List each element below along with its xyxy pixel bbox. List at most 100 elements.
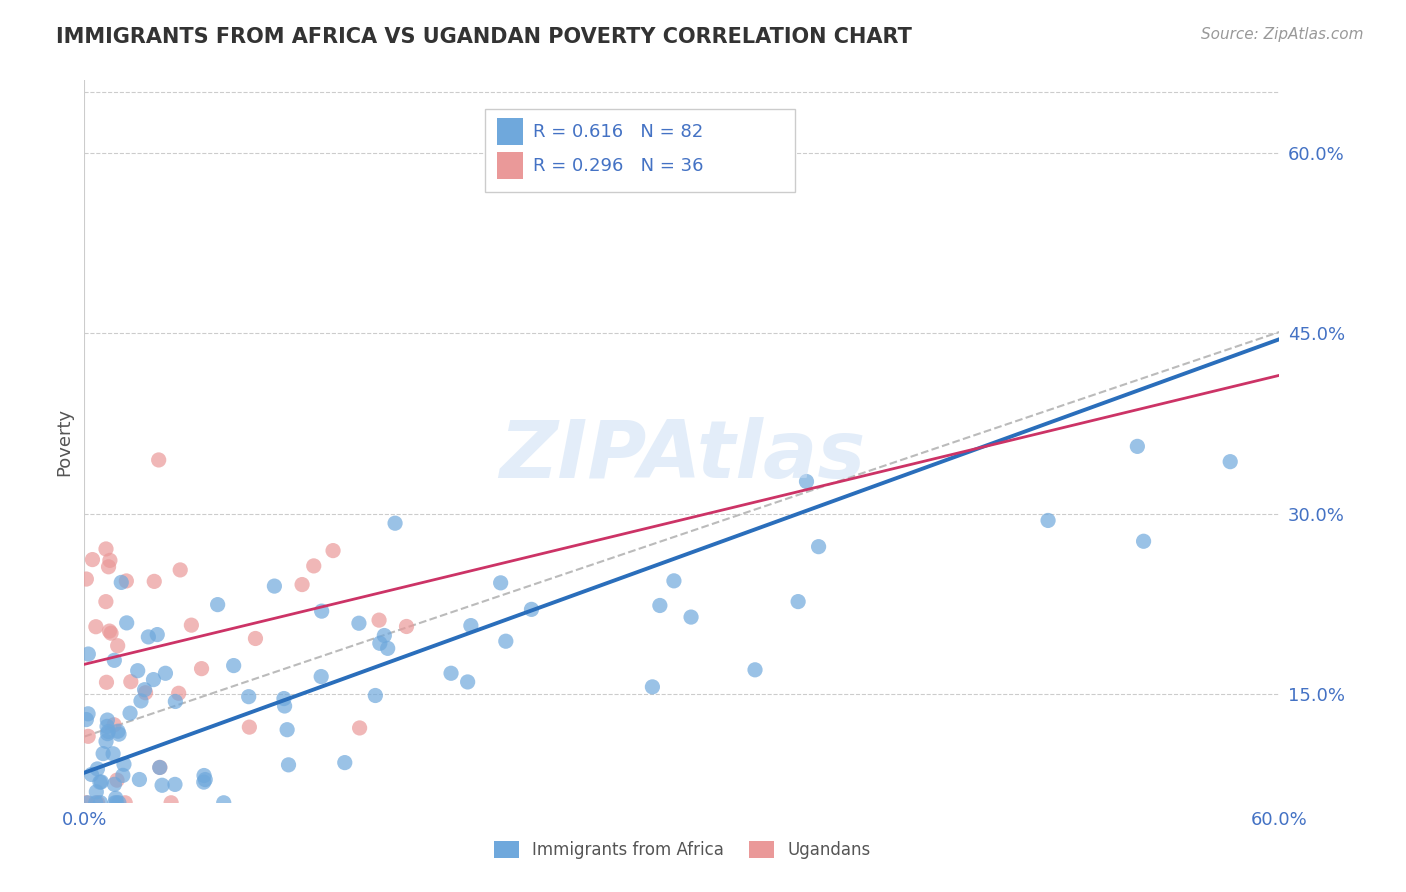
Point (142, 673, 165, 687)
Bar (496, 118, 523, 145)
Text: R = 0.296   N = 36: R = 0.296 N = 36 (533, 156, 703, 175)
Point (681, 610, 703, 624)
FancyBboxPatch shape (485, 109, 796, 193)
Point (167, 686, 190, 700)
Point (134, 686, 156, 700)
Point (96, 726, 118, 740)
Point (160, 796, 183, 810)
Point (77, 647, 100, 661)
Point (302, 558, 325, 573)
Point (193, 775, 215, 789)
Point (138, 630, 160, 644)
Point (128, 772, 150, 787)
Point (495, 634, 517, 648)
Point (245, 632, 267, 646)
Point (457, 675, 479, 690)
Point (84, 796, 107, 810)
Point (120, 674, 142, 689)
Point (148, 453, 170, 467)
Point (84, 620, 107, 634)
Point (368, 636, 391, 650)
Point (94, 734, 117, 748)
Point (94, 541, 117, 556)
Point (107, 724, 129, 739)
Point (86, 796, 108, 810)
Point (377, 641, 399, 656)
Point (97, 559, 120, 574)
Point (77, 729, 100, 743)
Point (460, 618, 482, 632)
Point (263, 579, 285, 593)
Point (114, 796, 136, 810)
Point (194, 772, 217, 787)
Point (744, 663, 766, 677)
Point (489, 575, 512, 590)
Point (787, 594, 810, 608)
Point (129, 694, 152, 708)
Point (322, 543, 344, 558)
Point (100, 626, 122, 640)
Point (96, 675, 118, 690)
Point (104, 791, 127, 805)
Point (641, 680, 664, 694)
Point (207, 598, 229, 612)
Point (222, 658, 245, 673)
Point (648, 599, 671, 613)
Point (1036, 513, 1059, 527)
Point (75, 713, 97, 727)
Point (91, 747, 114, 761)
Point (89, 796, 111, 810)
Point (105, 773, 128, 788)
Point (143, 574, 166, 589)
Point (86, 762, 108, 776)
Point (110, 575, 132, 590)
Point (520, 602, 543, 616)
Point (796, 475, 818, 489)
Point (105, 796, 128, 810)
Point (103, 718, 125, 732)
Point (807, 540, 830, 554)
Point (373, 628, 395, 642)
Point (364, 689, 387, 703)
Text: IMMIGRANTS FROM AFRICA VS UGANDAN POVERTY CORRELATION CHART: IMMIGRANTS FROM AFRICA VS UGANDAN POVERT… (56, 27, 912, 46)
Point (82, 552, 104, 566)
Point (155, 666, 177, 681)
Point (80, 767, 103, 781)
Point (349, 721, 371, 735)
Point (238, 690, 260, 704)
Point (662, 574, 685, 588)
Point (311, 604, 333, 618)
Point (104, 796, 127, 810)
Point (97, 724, 120, 739)
Point (94, 594, 117, 608)
Point (212, 796, 235, 810)
Point (291, 577, 314, 591)
Point (333, 756, 356, 770)
Point (395, 619, 418, 633)
Point (120, 706, 142, 721)
Point (1219, 455, 1241, 469)
Text: Source: ZipAtlas.com: Source: ZipAtlas.com (1201, 27, 1364, 42)
Point (190, 662, 212, 676)
Point (103, 653, 125, 667)
Bar (496, 152, 523, 179)
Point (90, 775, 112, 789)
Point (149, 760, 172, 774)
Point (238, 720, 260, 734)
Point (96, 713, 118, 727)
Point (1126, 439, 1149, 453)
Point (115, 615, 138, 630)
Point (86, 785, 108, 799)
Point (111, 768, 134, 782)
Point (134, 682, 156, 697)
Point (103, 777, 125, 791)
Point (146, 627, 169, 641)
Point (163, 777, 186, 791)
Point (77, 706, 100, 721)
Point (98, 553, 121, 567)
Point (107, 639, 129, 653)
Point (108, 727, 131, 741)
Point (165, 694, 187, 708)
Point (277, 757, 299, 772)
Point (96, 719, 118, 733)
